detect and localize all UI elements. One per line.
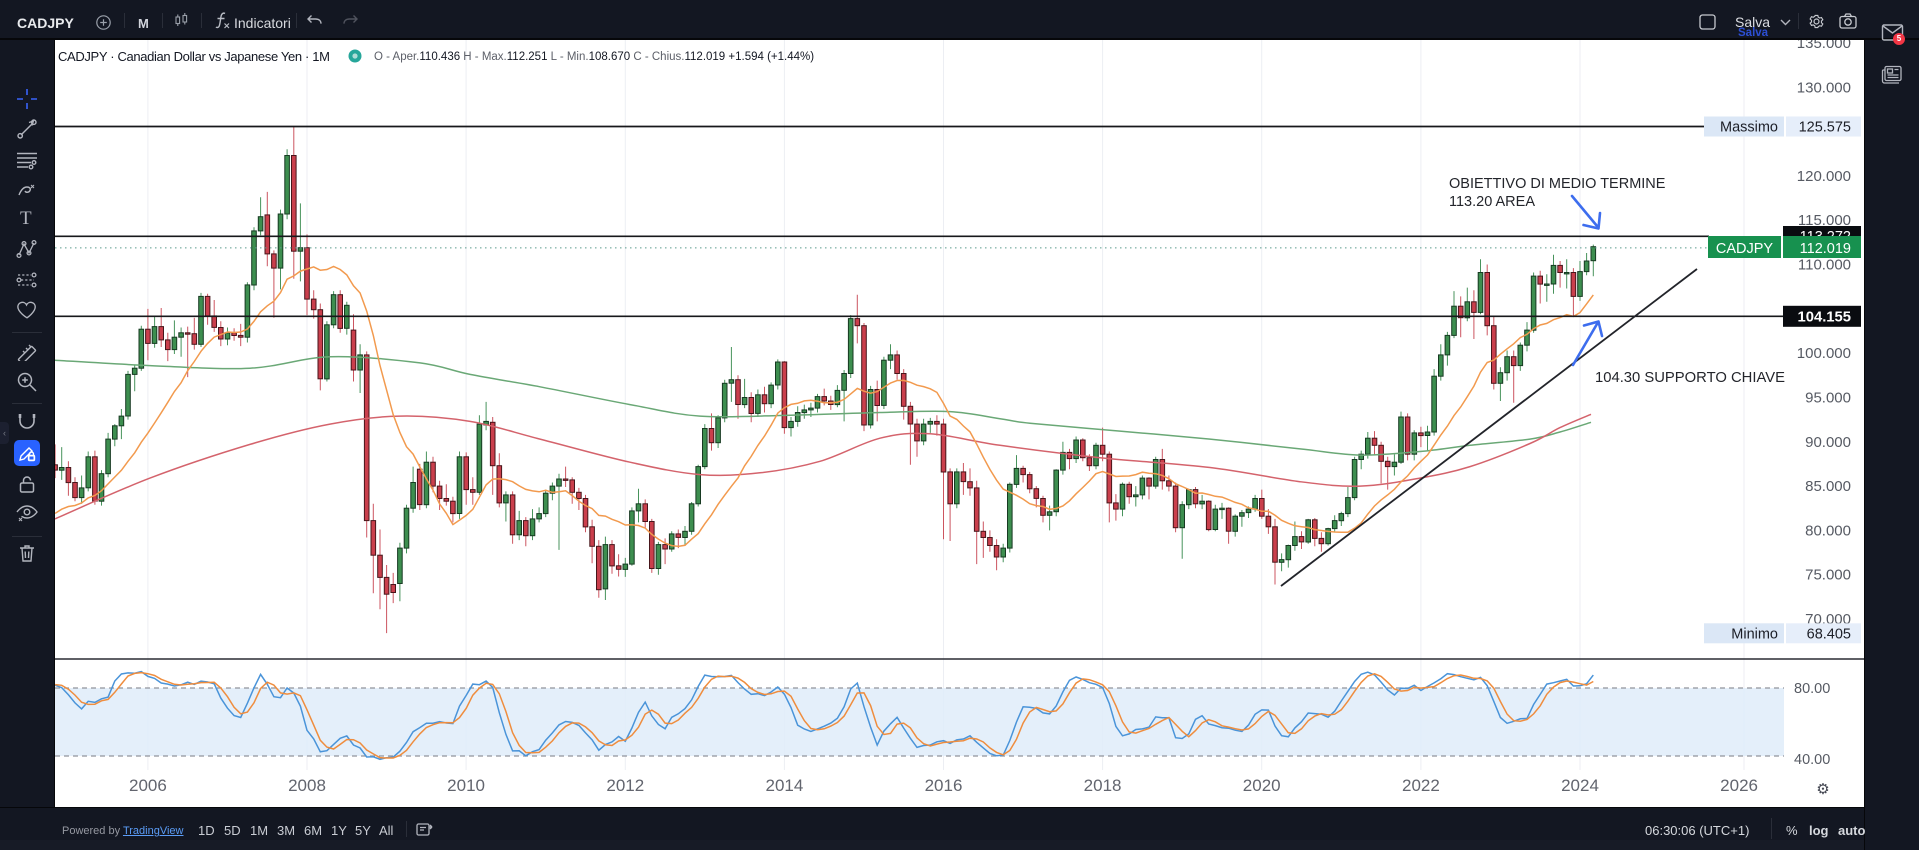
svg-text:85.000: 85.000 — [1805, 478, 1851, 495]
svg-text:68.405: 68.405 — [1807, 626, 1851, 642]
svg-text:40.00: 40.00 — [1794, 752, 1830, 768]
svg-text:O - Aper.110.436 H - Max.112.2: O - Aper.110.436 H - Max.112.251 L - Min… — [374, 51, 814, 63]
svg-text:104.30 SUPPORTO CHIAVE: 104.30 SUPPORTO CHIAVE — [1595, 370, 1785, 386]
svg-text:CADJPY: CADJPY — [1716, 241, 1774, 257]
svg-text:125.575: 125.575 — [1799, 120, 1851, 136]
svg-text:2026: 2026 — [1720, 776, 1758, 795]
svg-text:112.019: 112.019 — [1800, 241, 1851, 257]
svg-text:130.000: 130.000 — [1797, 79, 1851, 96]
svg-text:2014: 2014 — [765, 776, 803, 795]
svg-text:75.000: 75.000 — [1805, 567, 1851, 584]
svg-text:2010: 2010 — [447, 776, 485, 795]
svg-text:100.000: 100.000 — [1797, 345, 1851, 362]
svg-text:90.000: 90.000 — [1805, 434, 1851, 451]
svg-text:2024: 2024 — [1561, 776, 1599, 795]
svg-text:2008: 2008 — [288, 776, 326, 795]
svg-text:Massimo: Massimo — [1720, 120, 1778, 136]
svg-text:2012: 2012 — [606, 776, 644, 795]
svg-text:2022: 2022 — [1402, 776, 1440, 795]
svg-text:2006: 2006 — [129, 776, 167, 795]
svg-text:120.000: 120.000 — [1797, 168, 1851, 185]
svg-text:80.000: 80.000 — [1805, 522, 1851, 539]
svg-text:95.000: 95.000 — [1805, 390, 1851, 407]
svg-text:135.000: 135.000 — [1797, 40, 1851, 52]
svg-text:113.20 AREA: 113.20 AREA — [1449, 194, 1535, 210]
svg-text:104.155: 104.155 — [1798, 309, 1852, 325]
svg-text:115.000: 115.000 — [1798, 212, 1851, 229]
svg-text:80.00: 80.00 — [1794, 681, 1830, 697]
svg-text:110.000: 110.000 — [1798, 257, 1851, 274]
svg-text:CADJPY · Canadian Dollar vs Ja: CADJPY · Canadian Dollar vs Japanese Yen… — [58, 49, 330, 64]
svg-text:⚙: ⚙ — [1816, 781, 1829, 798]
svg-text:2016: 2016 — [925, 776, 963, 795]
svg-text:Minimo: Minimo — [1731, 626, 1778, 642]
svg-text:OBIETTIVO DI MEDIO TERMINE: OBIETTIVO DI MEDIO TERMINE — [1449, 176, 1666, 192]
svg-text:2020: 2020 — [1243, 776, 1281, 795]
svg-text:2018: 2018 — [1084, 776, 1122, 795]
